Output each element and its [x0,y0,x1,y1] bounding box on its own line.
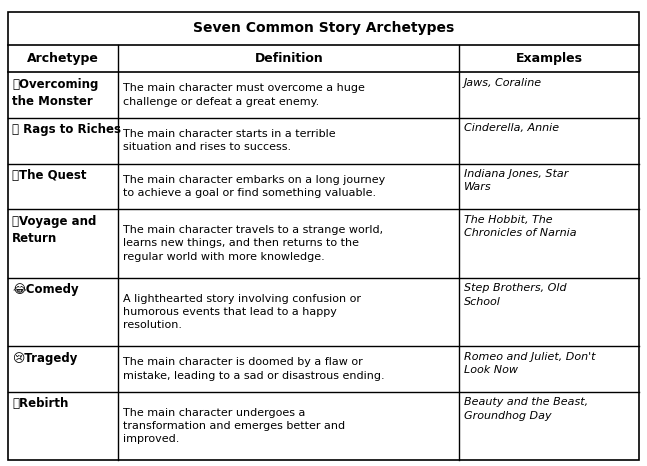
Text: The main character embarks on a long journey
to achieve a goal or find something: The main character embarks on a long jou… [123,175,385,198]
Text: 😂Comedy: 😂Comedy [12,283,79,296]
Text: Examples: Examples [516,52,583,65]
Text: 🏴The Quest: 🏴The Quest [12,169,87,182]
Text: 💰 Rags to Riches: 💰 Rags to Riches [12,123,121,137]
Text: 🚢Voyage and
Return: 🚢Voyage and Return [12,215,96,245]
Text: Step Brothers, Old
School: Step Brothers, Old School [464,283,566,307]
Text: The Hobbit, The
Chronicles of Narnia: The Hobbit, The Chronicles of Narnia [464,215,576,238]
Text: 🔄Rebirth: 🔄Rebirth [12,397,69,411]
Text: Cinderella, Annie: Cinderella, Annie [464,123,559,133]
Text: Seven Common Story Archetypes: Seven Common Story Archetypes [193,21,454,35]
Text: The main character is doomed by a flaw or
mistake, leading to a sad or disastrou: The main character is doomed by a flaw o… [123,357,384,381]
Text: Definition: Definition [254,52,323,65]
Text: Archetype: Archetype [27,52,99,65]
Text: Beauty and the Beast,
Groundhog Day: Beauty and the Beast, Groundhog Day [464,397,588,421]
Text: The main character undergoes a
transformation and emerges better and
improved.: The main character undergoes a transform… [123,408,345,445]
Text: Indiana Jones, Star
Wars: Indiana Jones, Star Wars [464,169,568,192]
Text: Jaws, Coraline: Jaws, Coraline [464,78,542,88]
Text: 🐉Overcoming
the Monster: 🐉Overcoming the Monster [12,78,98,108]
Text: A lighthearted story involving confusion or
humorous events that lead to a happy: A lighthearted story involving confusion… [123,294,360,330]
Text: The main character travels to a strange world,
learns new things, and then retur: The main character travels to a strange … [123,225,383,262]
Text: The main character starts in a terrible
situation and rises to success.: The main character starts in a terrible … [123,129,335,152]
Text: Romeo and Juliet, Don't
Look Now: Romeo and Juliet, Don't Look Now [464,352,595,375]
Text: 😢Tragedy: 😢Tragedy [12,352,78,365]
Text: The main character must overcome a huge
challenge or defeat a great enemy.: The main character must overcome a huge … [123,83,364,107]
